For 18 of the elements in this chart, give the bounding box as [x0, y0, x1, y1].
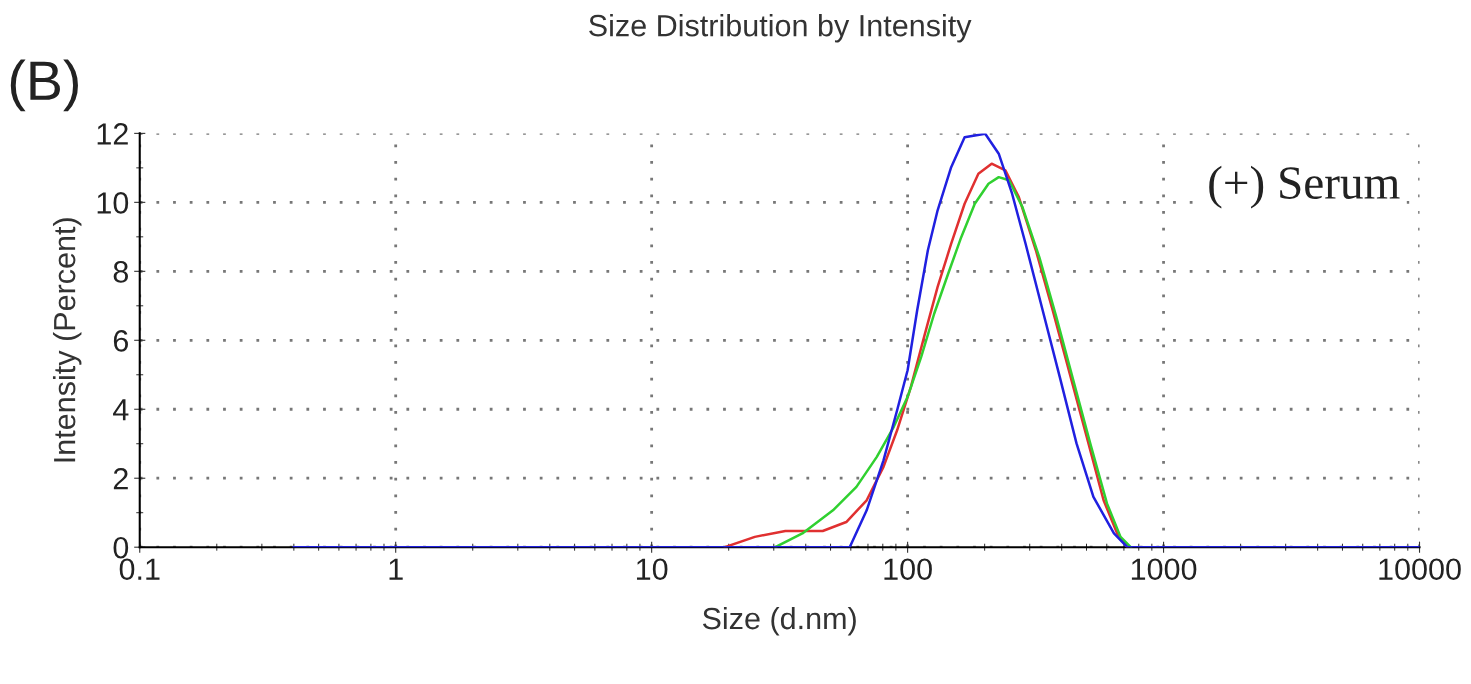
x-axis-title: Size (d.nm): [702, 606, 856, 636]
y-tick-label: 4: [113, 399, 129, 421]
x-tick-label: 0.1: [119, 558, 160, 581]
y-tick-label: 12: [97, 123, 128, 145]
y-tick-label: 10: [97, 192, 129, 214]
x-tick-label: 10000: [1379, 558, 1461, 581]
x-tick-label: 10: [636, 558, 668, 581]
y-tick-label: 8: [113, 261, 128, 283]
x-tick-label: 1000: [1131, 558, 1197, 581]
y-axis-title: Intensity (Percent): [52, 218, 82, 462]
x-tick-label: 1: [389, 558, 403, 580]
y-tick-label: 0: [113, 536, 129, 559]
y-tick-label: 6: [113, 330, 128, 352]
x-tick-label: 100: [884, 558, 932, 581]
annotation: (+) Serum: [1209, 165, 1400, 209]
chart-title: Size Distribution by Intensity: [589, 14, 972, 43]
text: (B): [10, 59, 78, 112]
y-tick-label: 2: [113, 467, 128, 490]
